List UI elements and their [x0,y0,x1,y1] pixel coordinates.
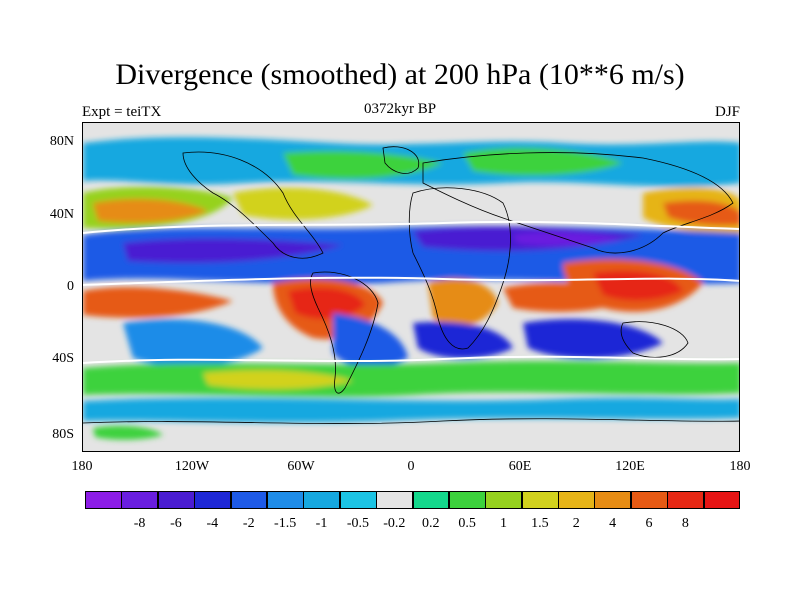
colorbar-box [630,491,668,509]
contour-s [83,355,739,364]
colorbar-box [594,491,632,509]
coast-antarctica [83,418,739,424]
colorbar-label: -8 [133,516,146,531]
colorbar-label: -0.2 [383,516,406,531]
colorbar-box [521,491,559,509]
colorbar-label: -4 [206,516,219,531]
colorbar-label: 1.5 [531,516,549,531]
colorbar-label: -1.5 [274,516,297,531]
colorbar-box [667,491,705,509]
field-pacific-n-orange [93,198,208,223]
coast-australia [620,321,689,358]
time-label: 0372kyr BP [363,101,437,117]
zero-contours [83,220,739,364]
contour-eq [83,276,739,286]
experiment-label: Expt = teiTX [82,104,162,120]
field-southern-ocean-yellow [203,370,353,390]
lon-label-180w: 180 [71,459,93,474]
coast-africa [408,187,511,350]
colorbar-label: 2 [572,516,580,531]
colorbar-box [703,491,741,509]
season-label: DJF [714,104,740,120]
field-s-atlantic-blue [333,313,408,369]
lon-label-60w: 60W [287,459,315,474]
lat-label-40n: 40N [49,207,74,222]
colorbar-box [376,491,413,509]
field-atlantic-n-yellow [233,187,373,220]
colorbar-box [85,491,122,509]
lon-label-180e: 180 [729,459,751,474]
field-southern-ocean-green [83,361,739,397]
field-eurasia-green [463,147,623,176]
colorbar-label: -1 [315,516,328,531]
lon-label-0: 0 [407,459,415,474]
colorbar-box [558,491,595,509]
coast-south-america [310,271,379,394]
field-w-pacific-n-red [663,200,739,226]
divergence-field [83,137,739,440]
coast-greenland [382,146,420,174]
colorbar-box [194,491,232,509]
colorbar-box [121,491,159,509]
field-s-pacific-blue [123,319,263,367]
colorbar-label: 0.5 [458,516,476,531]
colorbar [85,491,741,509]
colorbar-box [339,491,377,509]
lat-label-40s: 40S [52,351,74,366]
field-e-pacific-red [83,287,233,318]
field-antarctic-green [93,425,163,440]
colorbar-label: 1 [499,516,507,531]
lon-label-120e: 120E [615,459,645,474]
contour-n [83,220,739,234]
coast-eurasia [422,152,734,254]
colorbar-label: 0.2 [421,516,440,531]
lat-label-80n: 80N [49,134,74,149]
coast-north-america [182,151,324,259]
lat-label-0: 0 [67,279,74,294]
colorbar-box [448,491,486,509]
colorbar-box [412,491,450,509]
colorbar-box [266,491,304,509]
map-panel [82,122,740,452]
field-africa-s-orange [428,278,498,327]
lon-label-60e: 60E [508,459,532,474]
field-n-pacific-purple [123,238,343,263]
coastlines [83,146,739,424]
colorbar-label: 8 [681,516,689,531]
colorbar-box [230,491,268,509]
colorbar-box [303,491,341,509]
field-s-indian-blue [523,319,663,359]
chart-title: Divergence (smoothed) at 200 hPa (10**6 … [115,58,685,91]
colorbar-label: -6 [170,516,182,531]
lon-label-120w: 120W [174,459,210,474]
field-atlantic-green [283,151,443,179]
divergence-map [83,123,739,451]
field-sahara-violet [513,232,623,246]
colorbar-label: -0.5 [346,516,369,531]
colorbar-box [157,491,195,509]
colorbar-label: 6 [645,516,653,531]
field-s-atlantic-e-blue [413,321,513,359]
lat-label-80s: 80S [52,427,74,442]
field-amazon-deep-red [288,287,365,320]
colorbar-label: -2 [242,516,255,531]
field-antarctic-blue [83,398,739,423]
colorbar-box [485,491,523,509]
colorbar-label: 4 [609,516,617,531]
